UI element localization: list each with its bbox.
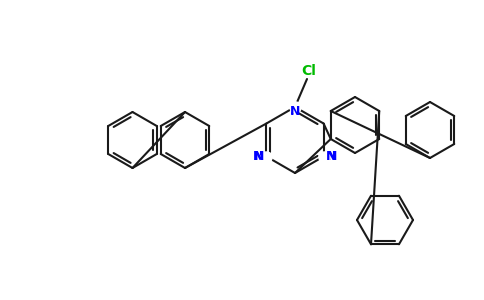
Text: N: N [254,150,264,163]
Text: Cl: Cl [302,64,317,78]
Text: N: N [290,104,300,117]
Text: N: N [290,105,300,118]
Text: N: N [326,150,336,163]
Text: N: N [253,150,263,163]
Text: N: N [327,150,337,163]
